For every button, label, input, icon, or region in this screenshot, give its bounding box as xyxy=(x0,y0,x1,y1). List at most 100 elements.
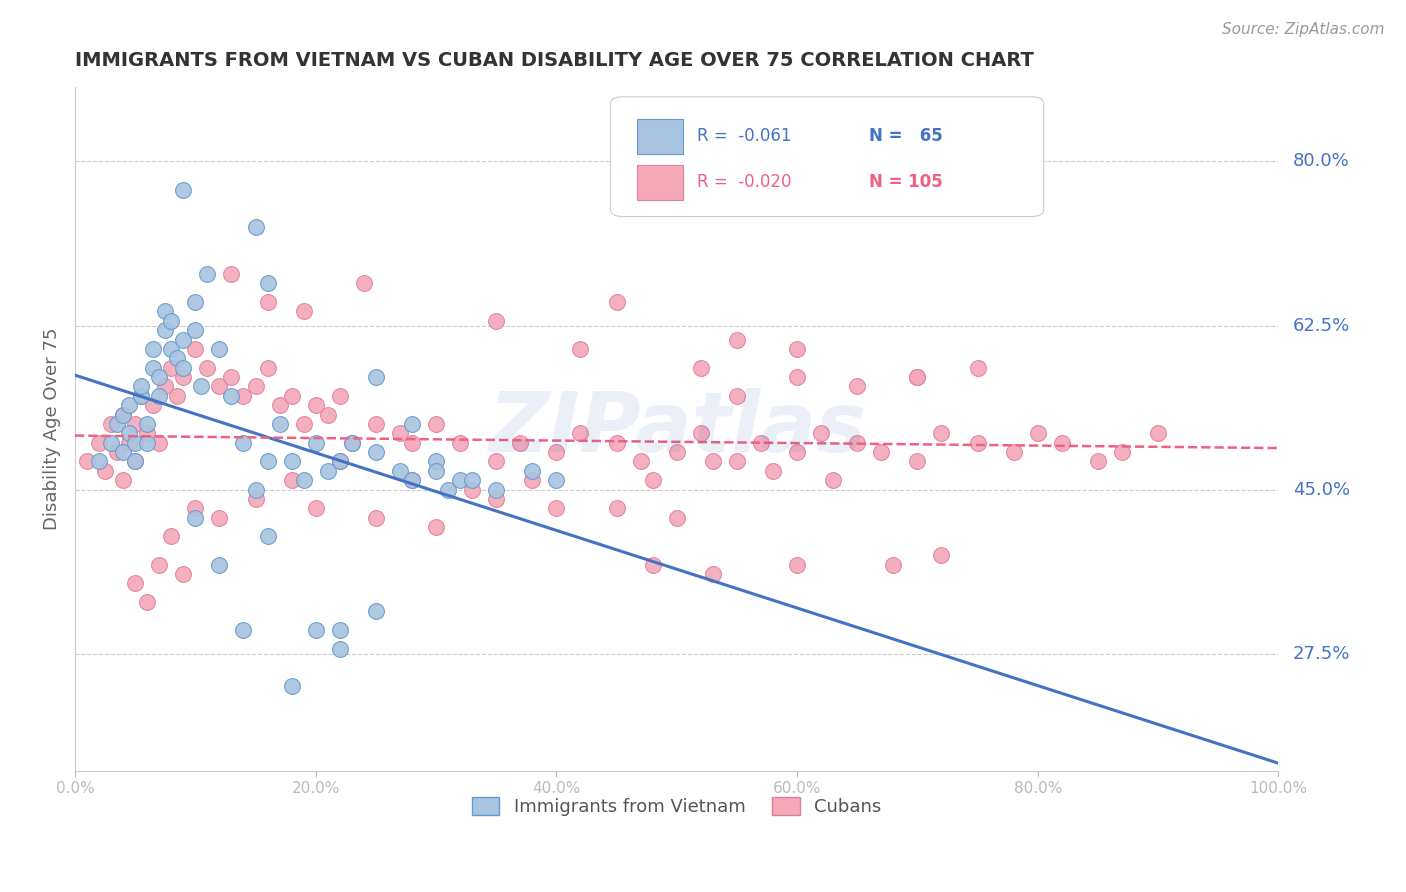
Point xyxy=(546,501,568,516)
Point xyxy=(305,398,328,412)
FancyBboxPatch shape xyxy=(637,119,683,154)
Point xyxy=(449,435,471,450)
Point xyxy=(546,445,568,459)
Point xyxy=(689,360,711,375)
Point xyxy=(280,389,302,403)
Point xyxy=(630,454,652,468)
Point xyxy=(316,464,339,478)
Point xyxy=(148,370,170,384)
Point xyxy=(195,360,218,375)
Text: 27.5%: 27.5% xyxy=(1292,645,1350,663)
Point xyxy=(112,408,135,422)
Point xyxy=(172,183,194,197)
Point xyxy=(305,435,328,450)
Point xyxy=(136,426,159,441)
Point xyxy=(569,426,592,441)
Point xyxy=(172,566,194,581)
Point xyxy=(232,623,254,637)
Point xyxy=(689,426,711,441)
Point xyxy=(605,435,627,450)
Point xyxy=(221,267,243,281)
Point xyxy=(425,520,447,534)
Point xyxy=(148,558,170,572)
Point xyxy=(641,558,664,572)
Point xyxy=(1087,454,1109,468)
Point xyxy=(136,435,159,450)
Point xyxy=(280,454,302,468)
Point xyxy=(870,445,893,459)
Point xyxy=(292,417,315,431)
Point xyxy=(485,483,508,497)
Point xyxy=(100,435,122,450)
Point xyxy=(725,454,748,468)
Point xyxy=(166,351,188,366)
Text: R =  -0.061: R = -0.061 xyxy=(697,128,792,145)
Point xyxy=(823,473,845,487)
Point xyxy=(340,435,363,450)
Point xyxy=(184,501,207,516)
Point xyxy=(118,435,141,450)
Point xyxy=(245,491,267,506)
Point xyxy=(160,529,183,543)
Point xyxy=(931,548,953,562)
Point xyxy=(245,220,267,235)
Point xyxy=(786,558,808,572)
Point xyxy=(184,342,207,356)
Point xyxy=(461,473,484,487)
Point xyxy=(401,473,423,487)
Point xyxy=(905,454,928,468)
Point xyxy=(605,295,627,310)
Point xyxy=(1002,445,1025,459)
Point xyxy=(129,389,152,403)
Point xyxy=(221,389,243,403)
Point xyxy=(966,360,988,375)
Text: 80.0%: 80.0% xyxy=(1292,153,1350,170)
Point xyxy=(155,379,177,393)
Point xyxy=(364,510,387,524)
Point xyxy=(364,604,387,618)
Point xyxy=(702,566,724,581)
Point xyxy=(388,464,411,478)
Point xyxy=(329,623,352,637)
Point xyxy=(522,473,544,487)
Point xyxy=(172,370,194,384)
FancyBboxPatch shape xyxy=(637,164,683,200)
Point xyxy=(749,435,772,450)
Point xyxy=(485,314,508,328)
Point xyxy=(329,454,352,468)
Point xyxy=(124,454,146,468)
Point xyxy=(329,389,352,403)
Point xyxy=(136,417,159,431)
Point xyxy=(184,510,207,524)
Point xyxy=(195,267,218,281)
Point xyxy=(353,277,375,291)
Point xyxy=(1147,426,1170,441)
Point xyxy=(105,417,128,431)
Point xyxy=(142,342,165,356)
Point xyxy=(269,398,291,412)
Point xyxy=(966,435,988,450)
Point xyxy=(425,454,447,468)
Point xyxy=(846,435,869,450)
Point xyxy=(208,342,231,356)
Point xyxy=(148,435,170,450)
Point xyxy=(256,529,278,543)
Point xyxy=(118,398,141,412)
Point xyxy=(340,435,363,450)
Point xyxy=(364,445,387,459)
Point xyxy=(522,464,544,478)
Point xyxy=(155,304,177,318)
Point xyxy=(124,576,146,591)
Point xyxy=(305,501,328,516)
Point xyxy=(256,360,278,375)
Point xyxy=(87,454,110,468)
Text: ZIPatlas: ZIPatlas xyxy=(488,388,866,469)
Point xyxy=(160,360,183,375)
Point xyxy=(105,445,128,459)
Point xyxy=(702,454,724,468)
Point xyxy=(124,435,146,450)
Point xyxy=(87,435,110,450)
Point xyxy=(100,417,122,431)
Point xyxy=(166,389,188,403)
Point xyxy=(112,408,135,422)
